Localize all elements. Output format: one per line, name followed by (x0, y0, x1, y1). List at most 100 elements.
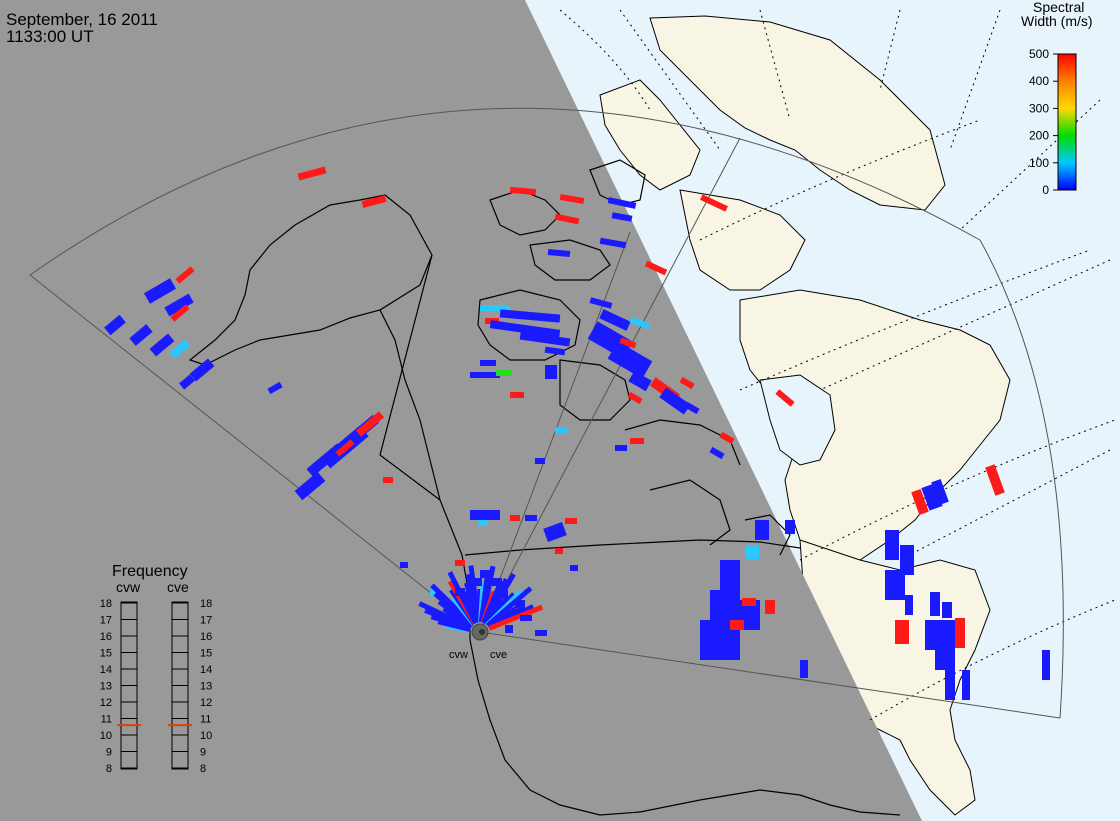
echo-cell (755, 520, 769, 540)
echo-cell (510, 515, 520, 521)
echo-cell (700, 194, 728, 212)
echo-cell (607, 341, 653, 379)
echo-cell (985, 464, 1005, 496)
colorbar-tick-label: 500 (1029, 47, 1049, 61)
frequency-scale-label-left: 14 (100, 664, 112, 676)
colorbar-tick-label: 100 (1029, 156, 1049, 170)
echo-cell (775, 389, 795, 407)
header-time: 1133:00 UT (6, 27, 94, 46)
frequency-scale-label-left: 18 (100, 598, 112, 610)
echo-cell (607, 197, 637, 209)
echo-cell (885, 570, 905, 600)
frequency-scale-label-left: 12 (100, 697, 112, 709)
frequency-scale-label-left: 10 (100, 730, 112, 742)
echo-cell (545, 365, 557, 379)
echo-cell (496, 370, 512, 376)
frequency-scale-label-right: 9 (200, 747, 206, 759)
echo-cell (644, 260, 668, 276)
echo-cell (930, 592, 940, 616)
echo-cell (554, 213, 580, 225)
echo-cell (500, 590, 508, 598)
echo-cell (709, 446, 725, 460)
echo-cell (478, 520, 488, 526)
frequency-scale-label-right: 8 (200, 763, 206, 775)
colorbar-tick-label: 300 (1029, 101, 1049, 115)
echo-cell (570, 565, 578, 571)
radar-site-label-cve: cve (490, 649, 507, 661)
echo-cell (383, 477, 393, 483)
echo-cell (627, 391, 643, 405)
frequency-scale-label-right: 11 (200, 714, 211, 726)
echo-cell (1042, 650, 1050, 680)
header-date: September, 16 2011 (6, 10, 158, 29)
echo-cell (931, 479, 949, 505)
frequency-scale-label-right: 16 (200, 631, 212, 643)
echo-cell (149, 333, 175, 357)
colorbar-gradient (1057, 53, 1077, 191)
echo-cell (599, 309, 631, 331)
echo-cell (499, 309, 561, 323)
echo-cell (945, 670, 955, 700)
echo-cell (355, 411, 385, 437)
colorbar-tick-label: 0 (1042, 183, 1049, 197)
echo-cell (611, 212, 633, 222)
echo-cell (800, 660, 808, 678)
echo-cell (962, 670, 970, 700)
frequency-scale-label-left: 13 (100, 681, 112, 693)
frequency-scale-label-right: 12 (200, 697, 212, 709)
frequency-scale-label-right: 14 (200, 664, 212, 676)
echo-cell (935, 640, 955, 670)
echo-cell (169, 339, 191, 359)
echo-cell (189, 358, 215, 382)
echo-cell (535, 458, 545, 464)
echo-cell (589, 297, 613, 309)
radar-scatter-cells (104, 166, 1050, 700)
echo-cell (519, 331, 571, 347)
echo-cell (765, 600, 775, 614)
colorbar-title-line1: Spectral (1033, 0, 1084, 15)
frequency-scale-label-left: 8 (106, 763, 112, 775)
echo-cell (179, 374, 195, 390)
echo-cell (745, 545, 759, 559)
echo-cell (144, 278, 176, 304)
echo-cell (129, 324, 153, 346)
colorbar-tick-label: 200 (1029, 129, 1049, 143)
echo-cell (555, 548, 563, 554)
frequency-scale-label-left: 17 (100, 615, 112, 627)
radar-sites: cvw cve (449, 623, 507, 661)
frequency-scale-label-right: 18 (200, 598, 212, 610)
echo-cell (470, 510, 500, 520)
frequency-panel: Frequency cvw cve 18 18 17 17 16 16 15 15 14 14 13… (100, 563, 213, 775)
frequency-radar-cve: cve (167, 579, 189, 595)
frequency-scale-label-right: 17 (200, 615, 212, 627)
echo-cell (520, 615, 532, 621)
echo-cell (615, 445, 627, 451)
echo-cell (628, 370, 652, 392)
echo-cell (535, 630, 547, 636)
colorbar-tick-label: 400 (1029, 74, 1049, 88)
echo-cell (489, 320, 561, 338)
echo-cell (942, 602, 952, 618)
echo-cell (510, 392, 524, 398)
echo-cell (509, 186, 537, 196)
echo-cell (659, 387, 691, 415)
echo-cell (630, 438, 644, 444)
echo-cell (555, 427, 567, 433)
frequency-scale-label-right: 13 (200, 681, 212, 693)
echo-cell (480, 360, 496, 366)
graticule (559, 9, 1116, 721)
echo-cell (294, 471, 326, 501)
frequency-scale-label-left: 11 (101, 714, 112, 726)
echo-cell (599, 237, 627, 249)
echo-cell (719, 431, 735, 445)
echo-fan-beam (488, 604, 544, 631)
echo-cell (104, 314, 126, 336)
echo-cell (267, 381, 283, 395)
frequency-title: Frequency (112, 563, 188, 580)
frequency-scale-label-left: 9 (106, 747, 112, 759)
echo-cell (885, 530, 899, 560)
echo-cell (170, 304, 190, 322)
frequency-scale-label-right: 15 (200, 648, 212, 660)
echo-cell (559, 193, 585, 205)
